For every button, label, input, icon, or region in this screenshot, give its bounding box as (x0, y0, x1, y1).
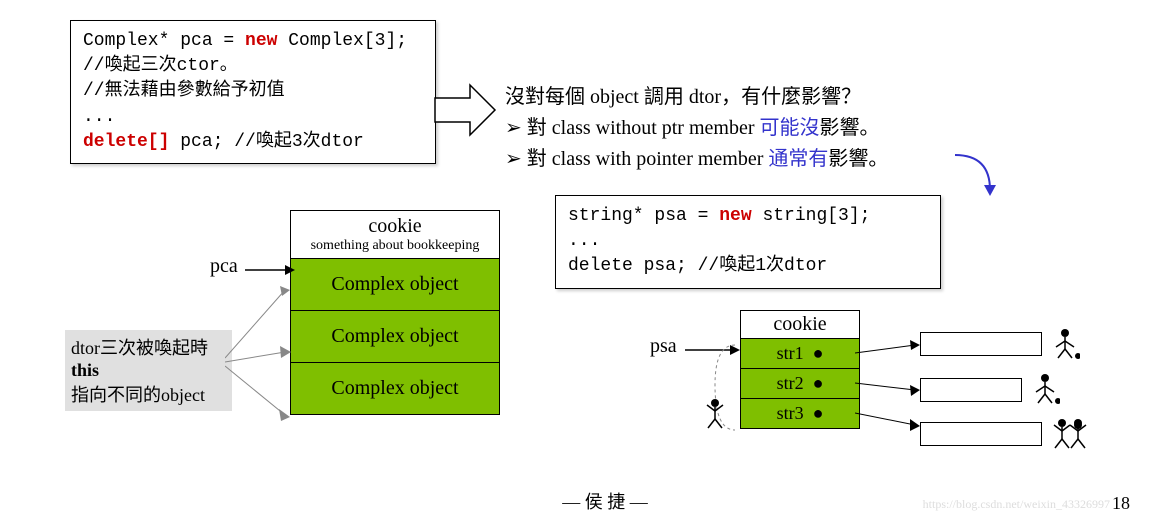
mem1-cell-0: Complex object (290, 259, 500, 311)
mem2-cell-0: str1 ● (740, 339, 860, 369)
bullet-1: ➢ 對 class without ptr member 可能沒影響。 (505, 111, 888, 140)
code1-line1b: Complex[3]; (277, 31, 407, 51)
ext-box-1 (920, 378, 1022, 402)
mem2-cell-1: str2 ● (740, 369, 860, 399)
figure-icon-1 (700, 395, 730, 430)
code2-line1a: string* psa = (568, 206, 719, 226)
code2-line1b: string[3]; (752, 206, 871, 226)
mem2-cell-2: str3 ● (740, 399, 860, 429)
code1-line2: //喚起三次ctor。 (83, 54, 423, 79)
code1-new: new (245, 31, 277, 51)
page-number: 18 (1112, 493, 1130, 514)
code1-line1a: Complex* pca = (83, 31, 245, 51)
code2-new: new (719, 206, 751, 226)
figure-icon-4 (1050, 415, 1090, 455)
mem2-header: cookie (740, 310, 860, 339)
big-arrow-icon (430, 80, 500, 140)
bullet-2: ➢ 對 class with pointer member 通常有影響。 (505, 142, 888, 171)
code2-line2: ... (568, 229, 928, 254)
code1-line3: //無法藉由參數給予初值 (83, 79, 423, 104)
code-box-1: Complex* pca = new Complex[3]; //喚起三次cto… (70, 20, 436, 164)
code1-line4: ... (83, 105, 423, 130)
code1-delete: delete[] (83, 132, 169, 152)
figure-icon-3 (1030, 370, 1060, 405)
curved-arrow-icon (950, 150, 1000, 200)
dtor-note: dtor三次被喚起時 this 指向不同的object (65, 330, 232, 411)
code1-line5b: pca; //喚起3次dtor (169, 132, 363, 152)
question-text: 沒對每個 object 調用 dtor，有什麼影響？ (505, 80, 888, 109)
mem1-header: cookie something about bookkeeping (290, 210, 500, 259)
figure-icon-2 (1050, 325, 1080, 360)
watermark-text: https://blog.csdn.net/weixin_43326997 (923, 497, 1110, 512)
ext-box-2 (920, 422, 1042, 446)
code-box-2: string* psa = new string[3]; ... delete … (555, 195, 941, 289)
pca-label: pca (210, 255, 238, 278)
psa-label: psa (650, 335, 677, 358)
mem1-cell-1: Complex object (290, 311, 500, 363)
mem1-cell-2: Complex object (290, 363, 500, 415)
note-arrows-icon (225, 280, 295, 440)
pca-arrow-icon (245, 260, 295, 280)
ext-box-0 (920, 332, 1042, 356)
code2-line3: delete psa; //喚起1次dtor (568, 254, 928, 279)
